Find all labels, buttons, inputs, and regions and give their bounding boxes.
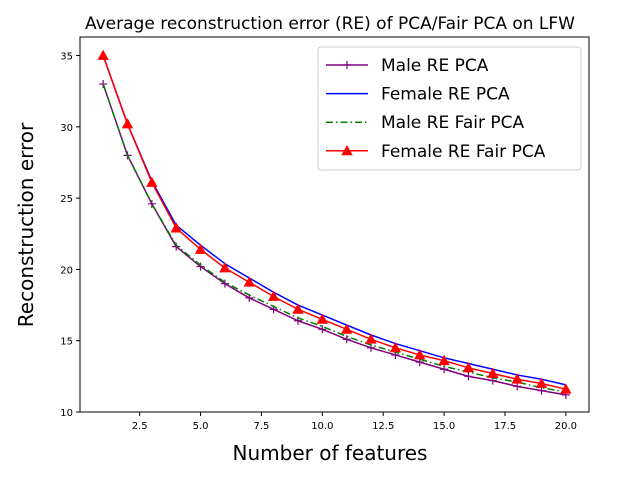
x-tick-label: 15.0 — [433, 421, 455, 432]
data-point-female-re-fair-pca — [316, 313, 329, 324]
data-point-female-re-fair-pca — [487, 367, 499, 378]
legend-label-female-re-pca: Female RE PCA — [381, 85, 510, 105]
data-point-female-re-fair-pca — [389, 342, 402, 353]
legend-marker-female-re-fair-pca — [341, 144, 353, 156]
series-line-male-re-fair-pca — [102, 83, 566, 393]
data-point-male-re-pca — [464, 372, 473, 381]
data-point-female-re-fair-pca — [194, 243, 207, 254]
plot-area: 2.5 5.0 7.5 10.0 12.5 15.0 17.5 20.0 10 15 20 25 30 3… — [60, 36, 590, 432]
x-tick-label: 12.5 — [372, 421, 394, 432]
data-point-male-re-pca — [99, 80, 108, 89]
legend-label-male-re-pca: Male RE PCA — [381, 56, 489, 76]
y-tick-label: 15 — [60, 337, 73, 348]
data-point-male-re-pca — [513, 382, 522, 391]
data-point-male-re-pca — [342, 335, 351, 344]
legend-label-male-re-fair-pca: Male RE Fair PCA — [381, 113, 525, 133]
data-point-female-re-fair-pca — [267, 290, 280, 301]
legend-marker-male-re-pca — [343, 61, 351, 69]
plot-frame — [79, 36, 590, 413]
data-point-female-re-fair-pca — [340, 323, 353, 334]
data-point-male-re-pca — [537, 386, 546, 395]
x-tick-label: 20.0 — [555, 421, 577, 432]
y-tick-label: 25 — [60, 194, 73, 205]
y-tick-label: 20 — [60, 265, 73, 276]
data-point-male-re-pca — [147, 199, 156, 208]
data-point-female-re-fair-pca — [414, 349, 426, 360]
series-line-male-re-pca — [102, 83, 566, 396]
x-tick-label: 17.5 — [494, 421, 516, 432]
x-tick-label: 2.5 — [132, 421, 148, 432]
legend-label-female-re-fair-pca: Female RE Fair PCA — [381, 142, 546, 162]
x-axis-label: Number of features — [233, 441, 428, 465]
y-tick-label: 35 — [60, 52, 73, 63]
data-point-female-re-fair-pca — [243, 276, 255, 287]
series-line-female-re-pca — [102, 55, 567, 386]
data-point-female-re-fair-pca — [365, 333, 377, 344]
data-point-female-re-fair-pca — [438, 354, 450, 366]
legend: Male RE PCA Female RE PCA Male RE Fair PCA… — [317, 46, 582, 171]
x-tick-label: 7.5 — [253, 421, 269, 432]
data-point-male-re-pca — [196, 262, 205, 271]
y-tick-label: 30 — [60, 123, 73, 134]
data-point-female-re-fair-pca — [219, 262, 231, 273]
data-point-female-re-fair-pca — [560, 383, 572, 394]
data-point-female-re-fair-pca — [462, 361, 475, 373]
data-point-female-re-fair-pca — [170, 222, 182, 233]
data-point-female-re-fair-pca — [121, 118, 134, 129]
chart-title: Average reconstruction error (RE) of PCA… — [85, 14, 575, 34]
data-point-female-re-fair-pca — [292, 303, 304, 314]
data-point-female-re-fair-pca — [97, 49, 109, 60]
x-tick-label: 5.0 — [193, 421, 209, 432]
data-point-male-re-pca — [220, 279, 229, 288]
data-point-female-re-fair-pca — [535, 377, 548, 388]
y-axis-label: Reconstruction error — [14, 122, 38, 327]
x-tick-label: 10.0 — [311, 421, 333, 432]
y-tick-label: 10 — [60, 408, 73, 419]
data-point-male-re-pca — [415, 358, 424, 367]
legend-box — [317, 46, 582, 171]
data-point-male-re-pca — [318, 325, 327, 334]
data-point-female-re-fair-pca — [511, 373, 523, 384]
data-point-female-re-fair-pca — [146, 176, 158, 187]
